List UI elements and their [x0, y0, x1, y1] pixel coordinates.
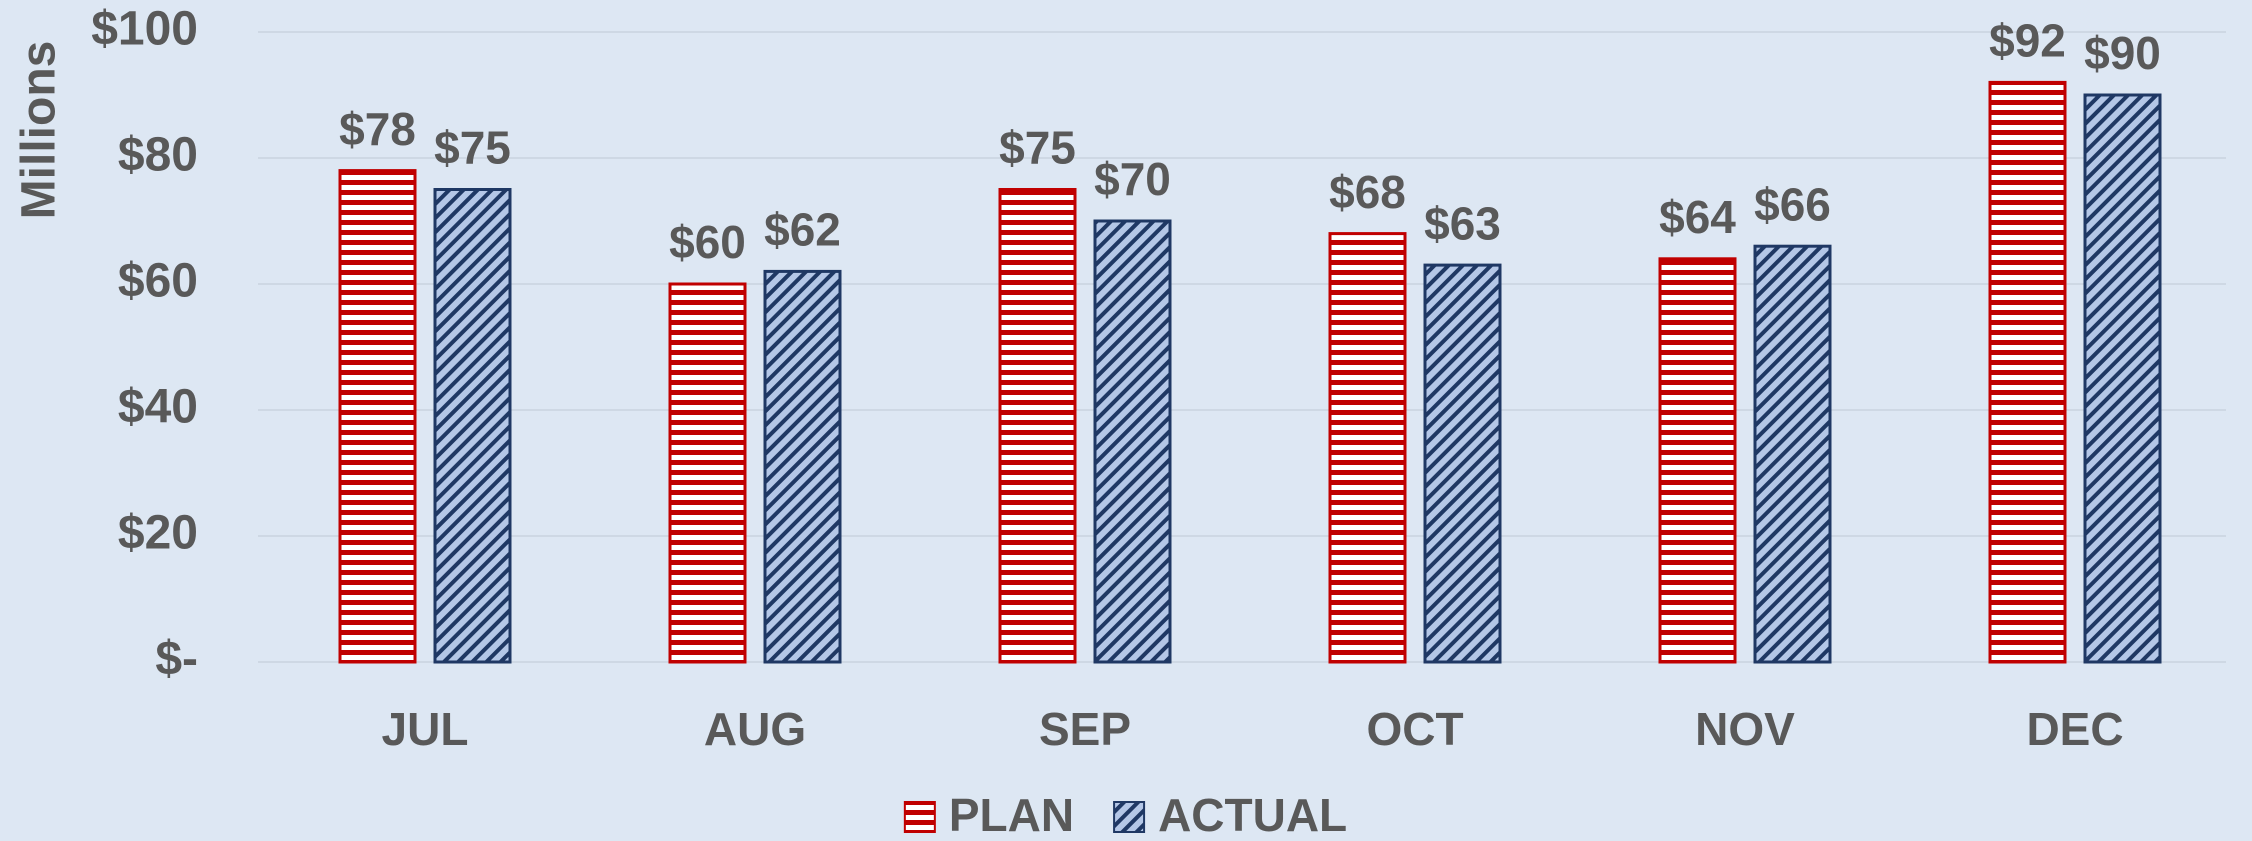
y-axis-label: Millions [13, 41, 66, 220]
data-label: $68 [1329, 166, 1406, 218]
y-tick-label: $60 [118, 255, 198, 308]
x-tick-label: OCT [1366, 703, 1463, 755]
data-label: $75 [434, 122, 511, 174]
x-tick-label: AUG [704, 703, 806, 755]
bar [668, 282, 747, 664]
y-tick-label: $80 [118, 129, 198, 182]
data-label: $70 [1094, 153, 1171, 205]
bar [1658, 257, 1737, 664]
bar [1423, 263, 1502, 664]
y-tick-label: $100 [91, 3, 198, 56]
bar [1328, 232, 1407, 664]
x-tick-label: DEC [2026, 703, 2123, 755]
y-tick-label: $20 [118, 507, 198, 560]
data-label: $75 [999, 122, 1076, 174]
data-label: $62 [764, 204, 841, 256]
y-tick-label: $- [155, 633, 198, 686]
data-label: $78 [339, 103, 416, 155]
bar [1093, 219, 1172, 664]
bar [763, 269, 842, 664]
bar [338, 169, 417, 664]
bar [1753, 244, 1832, 664]
bar [433, 188, 512, 664]
legend-label: ACTUAL [1158, 789, 1347, 841]
data-label: $64 [1659, 191, 1736, 243]
x-tick-label: JUL [382, 703, 469, 755]
bar [2083, 93, 2162, 664]
bar [998, 188, 1077, 664]
legend-swatch [903, 801, 936, 833]
data-label: $60 [669, 216, 746, 268]
legend-swatch [1113, 801, 1146, 833]
bar [1988, 80, 2067, 664]
x-tick-label: SEP [1039, 703, 1131, 755]
data-label: $92 [1989, 15, 2066, 67]
x-tick-label: NOV [1695, 703, 1795, 755]
data-label: $90 [2084, 27, 2161, 79]
data-label: $63 [1424, 197, 1501, 249]
data-label: $66 [1754, 178, 1831, 230]
y-tick-label: $40 [118, 381, 198, 434]
legend-label: PLAN [949, 789, 1074, 841]
